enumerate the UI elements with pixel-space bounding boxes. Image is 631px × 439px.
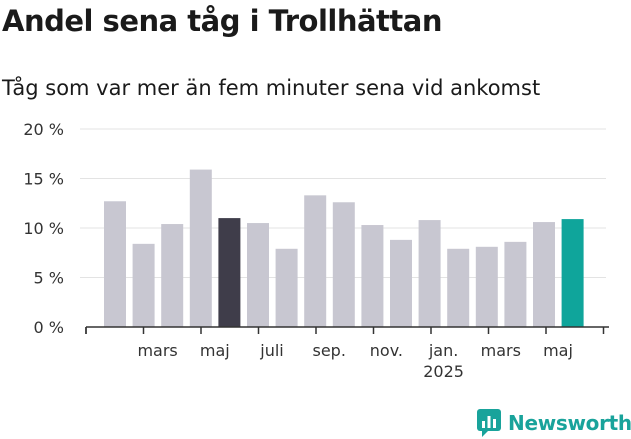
brand-logo: Newsworthy [476,408,631,438]
bar [390,239,412,327]
x-tick-sublabel: 2025 [423,362,464,381]
bar [361,225,384,327]
bar [418,220,441,327]
bar [275,248,298,327]
bars [104,169,584,327]
bar [189,169,212,327]
chart-subtitle: Tåg som var mer än fem minuter sena vid … [2,76,541,100]
brand-name: Newsworthy [508,411,631,435]
y-axis-ticks: 0 % 5 % 10 % 15 % 20 % [23,120,64,337]
bar [475,246,498,327]
x-axis-ticks: mars maj juli sep. nov. jan. 2025 mars maj [137,341,572,381]
bar [247,223,269,327]
bar [447,248,470,327]
x-tick-label: maj [543,341,573,360]
x-tick-label: maj [200,341,230,360]
bar [561,219,584,327]
bar [504,241,527,327]
bar [104,201,126,327]
y-tick-label: 15 % [23,170,64,189]
x-tick-label: nov. [370,341,403,360]
newsworthy-logo-icon [477,409,501,437]
bar [533,222,555,327]
x-axis [85,326,609,334]
x-tick-label: juli [259,341,283,360]
y-tick-label: 20 % [23,120,64,139]
x-tick-label: jan. [428,341,458,360]
y-tick-label: 0 % [34,318,64,337]
x-tick-label: mars [481,341,521,360]
x-tick-label: sep. [312,341,345,360]
bar [161,224,184,327]
y-tick-label: 5 % [34,269,64,288]
bar [332,202,355,327]
x-tick-label: mars [137,341,177,360]
chart-title: Andel sena tåg i Trollhättan [2,4,442,38]
y-tick-label: 10 % [23,219,64,238]
bar [218,218,241,327]
bar [304,195,327,327]
bar [132,243,155,327]
